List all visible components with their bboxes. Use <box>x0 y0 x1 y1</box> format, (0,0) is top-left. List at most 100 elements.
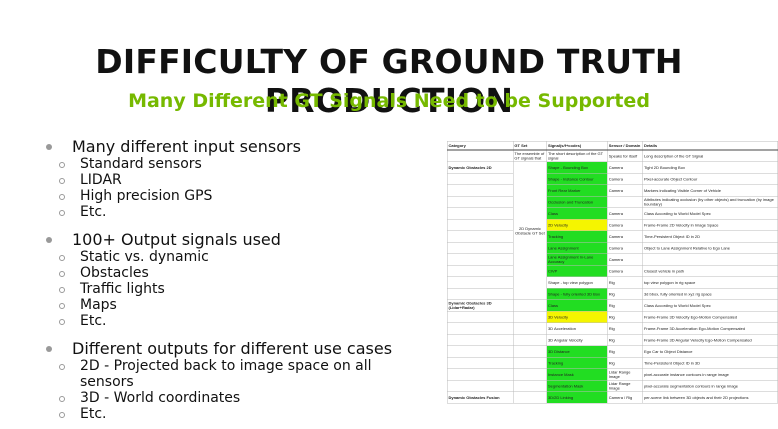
table-row: Class Camera Class According to World Mode… <box>447 207 778 220</box>
table-row: Lane Assignment In-Lane Accuracy Camera <box>447 253 778 266</box>
sensor-cell: Rig <box>607 276 643 289</box>
category-cell <box>447 311 514 323</box>
table-row: Shape - fully oriented 3D Box Rig 3d bbox,… <box>447 288 778 300</box>
title: DIFFICULTY OF GROUND TRUTH PRODUCTION <box>95 42 683 120</box>
signal-cell: Class <box>546 207 608 220</box>
gt-set-cell: 2D Dynamic Obstacle GT Set <box>512 161 547 300</box>
sensor-cell: Camera <box>607 161 643 174</box>
subheader-cell: The short description of the GT signal <box>546 149 608 162</box>
sub-bullet: High precision GPS <box>40 188 420 204</box>
sub-bullet: Static vs. dynamic <box>40 249 420 265</box>
signal-cell: Shape - Bounding Box <box>546 161 608 174</box>
sub-bullet: 3D - World coordinates <box>40 390 420 406</box>
table-row: Lane Assignment Camera Object to Lane Assi… <box>447 242 778 254</box>
sub-bullet: Etc. <box>40 406 420 422</box>
header-cell: Category <box>447 141 514 151</box>
sensor-cell: Rig <box>607 357 643 369</box>
header-row: Category GT Set Signal(s/f+codes) Sensor / … <box>447 141 778 151</box>
category-cell <box>447 196 514 208</box>
cell <box>512 322 547 335</box>
category-cell <box>447 368 514 381</box>
signal-cell: Lane Assignment In-Lane Accuracy <box>546 253 608 266</box>
sub-bullet: LIDAR <box>40 172 420 188</box>
details-cell: Frame-Frame 3D Velocity Ego-Motion Compe… <box>642 311 778 323</box>
details-cell: Time-Persistent Object ID in 2D <box>642 230 778 243</box>
details-cell: pixel-accurate segmentation contours in … <box>642 380 778 392</box>
table-row: 3D Angular Velocity Rig Frame-Frame 3D Ang… <box>447 334 778 346</box>
sensor-cell: Rig <box>607 322 643 335</box>
bullet-list: Many different input sensors Standard sen… <box>40 137 420 422</box>
header-cell: GT Set <box>512 141 547 151</box>
category-cell <box>447 380 514 392</box>
sensor-cell: Camera <box>607 230 643 243</box>
signal-cell: Class <box>546 299 608 312</box>
details-cell: Markers indicating Visible Corner of Veh… <box>642 184 778 197</box>
header-cell: Sensor / Domain <box>607 141 643 151</box>
sensor-cell: Rig <box>607 345 643 358</box>
sensor-cell: Lidar Range Image <box>607 368 643 381</box>
cell <box>512 368 547 381</box>
details-cell: Attributes indicating occlusion (by othe… <box>642 196 778 208</box>
table-row: Dynamic Obstacles 3D (Lidar+Radar) Class R… <box>447 299 778 312</box>
sub-bullet: Traffic lights <box>40 281 420 297</box>
details-cell: Pixel-accurate Object Contour <box>642 173 778 185</box>
subheader-cell: Long description of the GT Signal <box>642 149 778 162</box>
table-row: Dynamic Obstacles Fusion 3D/2D Linking Cam… <box>447 391 778 404</box>
sensor-cell: Camera <box>607 173 643 185</box>
signal-cell: Shape - Instance Contour <box>546 173 608 185</box>
sub-bullet: Standard sensors <box>40 156 420 172</box>
signal-cell: Occlusion and Truncation <box>546 196 608 208</box>
cell <box>512 357 547 369</box>
signal-cell: Shape - fully oriented 3D Box <box>546 288 608 300</box>
category-cell <box>447 265 514 277</box>
signal-cell: Tracking <box>546 357 608 369</box>
signal-cell: 3D Acceleration <box>546 322 608 335</box>
table-row: 3D Velocity Rig Frame-Frame 3D Velocity Eg… <box>447 311 778 323</box>
details-cell: Class According to World Model Spec <box>642 299 778 312</box>
details-cell: Closest vehicle in path <box>642 265 778 277</box>
signal-cell: Instance Mask <box>546 368 608 381</box>
category-cell <box>447 173 514 185</box>
sub-bullet: Etc. <box>40 313 420 329</box>
details-cell: pixel-accurate instance contours in rang… <box>642 368 778 381</box>
details-cell: Frame-Frame 3D Acceleration Ego-Motion C… <box>642 322 778 335</box>
sensor-cell: Lidar Range Image <box>607 380 643 392</box>
table-row: Instance Mask Lidar Range Image pixel-accu… <box>447 368 778 381</box>
sensor-cell: Rig <box>607 288 643 300</box>
category-cell <box>447 184 514 197</box>
category-cell <box>447 276 514 289</box>
signal-cell: Tracking <box>546 230 608 243</box>
table-row: 3D Acceleration Rig Frame-Frame 3D Acceler… <box>447 322 778 335</box>
table-row: Shape - Instance Contour Camera Pixel-accu… <box>447 173 778 185</box>
sensor-cell: Rig <box>607 299 643 312</box>
signal-cell: 3D Angular Velocity <box>546 334 608 346</box>
sub-bullet: Etc. <box>40 204 420 220</box>
cell <box>512 380 547 392</box>
signal-cell: 3D Distance <box>546 345 608 358</box>
table-row: Segmentation Mask Lidar Range Image pixel-… <box>447 380 778 392</box>
signal-cell: Lane Assignment <box>546 242 608 254</box>
category-cell <box>447 334 514 346</box>
category-cell <box>447 242 514 254</box>
signal-cell: 3D Velocity <box>546 311 608 323</box>
category-cell <box>447 357 514 369</box>
table-row: 3D Distance Rig Ego Car to Object Distance <box>447 345 778 358</box>
category-cell: Dynamic Obstacles Fusion <box>447 391 514 404</box>
cell <box>512 391 547 404</box>
cell <box>512 311 547 323</box>
signal-cell: CIVP <box>546 265 608 277</box>
sub-bullet: Obstacles <box>40 265 420 281</box>
details-cell: Class According to World Model Spec <box>642 207 778 220</box>
details-cell: Ego Car to Object Distance <box>642 345 778 358</box>
subheader-cell: Speaks for itself <box>607 149 643 162</box>
signal-cell: Shape - top view polygon <box>546 276 608 289</box>
details-cell: Frame-Frame 3D Angular Velocity Ego-Moti… <box>642 334 778 346</box>
cell <box>512 299 547 312</box>
cell <box>447 149 514 162</box>
table-row: Tracking Rig Time-Persistent Object ID in … <box>447 357 778 369</box>
category-cell <box>447 230 514 243</box>
subheader-cell: The ensemble of GT signals that <box>512 149 547 162</box>
category-cell: Dynamic Obstacles 2D <box>447 161 514 174</box>
sensor-cell: Camera <box>607 242 643 254</box>
